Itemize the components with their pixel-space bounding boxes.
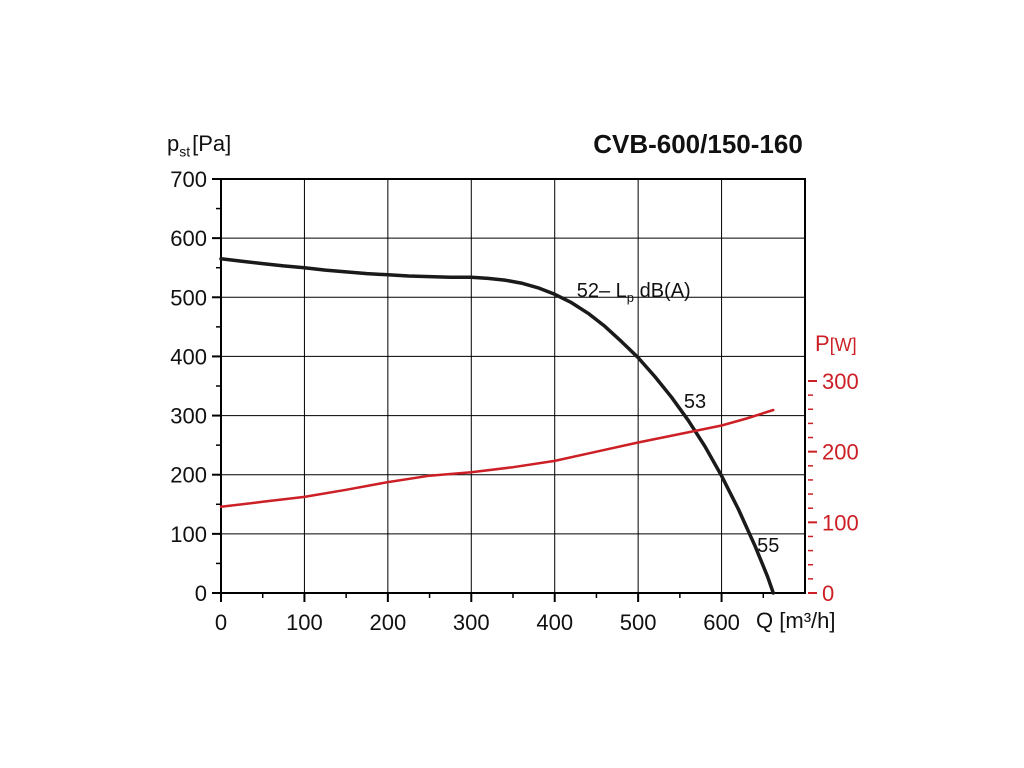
tick-label: 100 bbox=[822, 510, 859, 535]
right-axis-label: P[W] bbox=[815, 331, 857, 357]
tick-label: 700 bbox=[170, 167, 207, 192]
grid bbox=[221, 179, 805, 593]
tick-label: 300 bbox=[170, 404, 207, 429]
tick-label: 400 bbox=[170, 344, 207, 369]
left-axis-unit: [Pa] bbox=[192, 131, 232, 156]
annotation-noise-value: 55 bbox=[757, 534, 780, 557]
right-axis-unit: [W] bbox=[829, 335, 857, 355]
annotation-noise-value: 52 bbox=[576, 280, 599, 303]
tick-label: 600 bbox=[703, 610, 740, 635]
annotation-lp-letter: L bbox=[615, 280, 627, 303]
tick-label: 500 bbox=[620, 610, 657, 635]
tick-label: 100 bbox=[286, 610, 323, 635]
tick-label: 600 bbox=[170, 226, 207, 251]
y-axis-left: 0 100 200 300 400 500 600 700 bbox=[170, 167, 221, 606]
pressure-curve bbox=[219, 257, 776, 595]
tick-label: 200 bbox=[369, 610, 406, 635]
plot-frame bbox=[220, 178, 806, 594]
left-axis-label: pst[Pa] bbox=[167, 131, 231, 159]
tick-label: 100 bbox=[170, 522, 207, 547]
annotation-dash: – bbox=[598, 280, 616, 303]
tick-label: 200 bbox=[170, 463, 207, 488]
tick-label: 500 bbox=[170, 285, 207, 310]
tick-label: 0 bbox=[215, 610, 227, 635]
tick-label: 300 bbox=[822, 369, 859, 394]
y-axis-right: 0 100 200 300 bbox=[808, 369, 859, 606]
tick-label: 0 bbox=[822, 581, 834, 606]
left-axis-symbol: p bbox=[167, 131, 180, 156]
left-axis-symbol-sub: st bbox=[179, 143, 191, 160]
annotation-noise-level-52: 52– Lp dB(A) bbox=[577, 280, 691, 305]
power-curve bbox=[219, 408, 775, 509]
annotation-noise-level-55: 55 bbox=[757, 535, 779, 558]
annotation-noise-level-53: 53 bbox=[684, 391, 706, 414]
x-axis-symbol: Q bbox=[756, 608, 774, 633]
curves bbox=[219, 257, 776, 595]
annotation-lp-sub: p bbox=[626, 290, 635, 306]
annotation-noise-value: 53 bbox=[683, 390, 707, 413]
chart-title: CVB-600/150-160 bbox=[593, 129, 803, 159]
x-axis-unit: [m³/h] bbox=[779, 608, 836, 633]
tick-label: 300 bbox=[453, 610, 490, 635]
annotation-lp-unit: dB(A) bbox=[639, 280, 691, 303]
tick-label: 400 bbox=[536, 610, 573, 635]
tick-label: 200 bbox=[822, 440, 859, 465]
tick-label: 0 bbox=[195, 581, 207, 606]
x-axis-label: Q [m³/h] bbox=[756, 608, 835, 634]
x-axis: 0 100 200 300 400 500 600 bbox=[215, 593, 765, 635]
right-axis-symbol: P bbox=[815, 331, 830, 356]
